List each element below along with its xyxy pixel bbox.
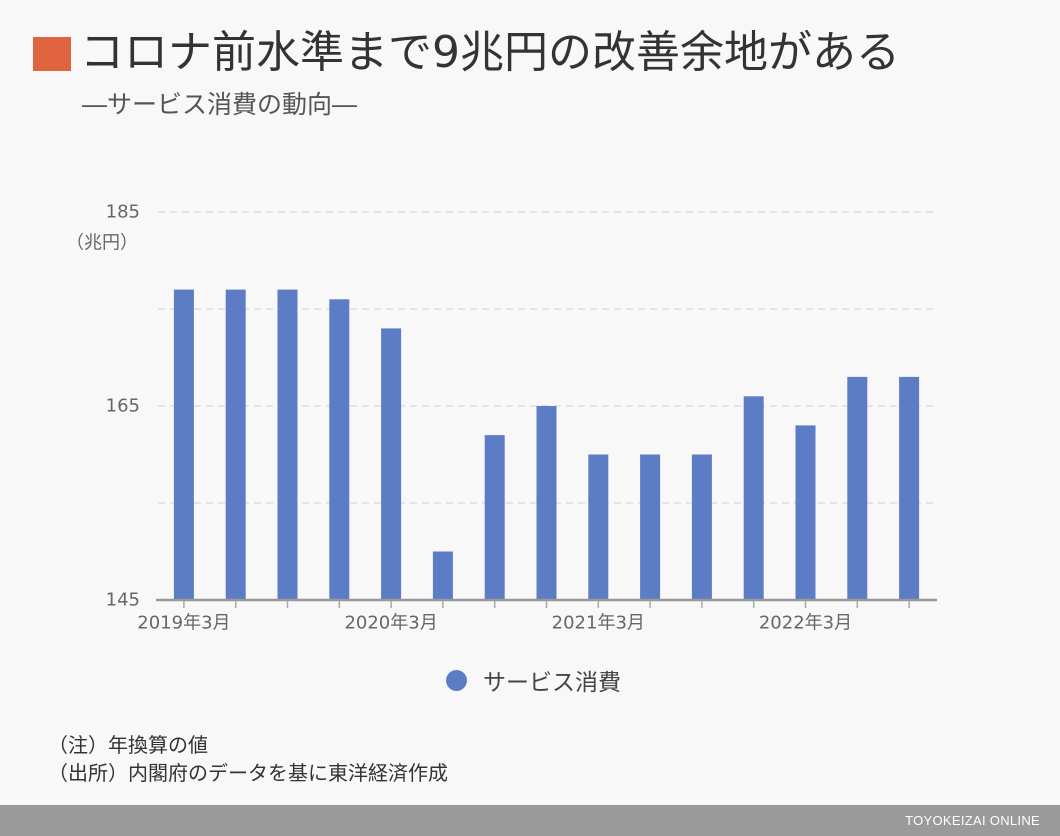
bar-12 <box>743 396 764 600</box>
x-tick-label: 2019年3月 <box>137 613 230 634</box>
legend-marker-icon <box>446 669 467 691</box>
bar-3 <box>277 289 298 600</box>
bar-13 <box>795 425 816 600</box>
bar-2 <box>225 289 246 600</box>
bar-6 <box>432 551 453 600</box>
bar-7 <box>484 435 505 600</box>
x-tick-label: 2021年3月 <box>552 613 645 634</box>
y-tick-label: 165 <box>106 396 140 417</box>
notes: （注）年換算の値 （出所）内閣府のデータを基に東洋経済作成 <box>48 731 448 787</box>
bar-chart: 145 165 185 （兆円） 2019年3月 2020年3月 2021年3月 2022年3… <box>66 202 937 634</box>
bar-9 <box>588 454 609 600</box>
y-tick-label: 145 <box>106 590 140 611</box>
note-text: （注）年換算の値 <box>48 733 208 757</box>
bar-4 <box>329 299 350 600</box>
legend-label: サービス消費 <box>483 670 621 696</box>
chart-legend: サービス消費 <box>446 665 621 696</box>
source-text: （出所）内閣府のデータを基に東洋経済作成 <box>48 761 448 785</box>
bar-5 <box>381 328 402 600</box>
y-axis-unit: （兆円） <box>66 233 138 254</box>
bar-1 <box>173 289 194 600</box>
footer-brand: TOYOKEIZAI ONLINE <box>905 813 1040 828</box>
y-tick-label: 185 <box>106 202 140 223</box>
bar-14 <box>847 376 868 600</box>
page-title: コロナ前水準まで9兆円の改善余地がある <box>80 27 900 78</box>
bar-15 <box>899 376 920 600</box>
page-subtitle: ―サービス消費の動向― <box>82 90 358 119</box>
footer-bar: TOYOKEIZAI ONLINE <box>0 805 1060 836</box>
bar-11 <box>691 454 712 600</box>
title-marker-icon <box>33 37 71 71</box>
bar-10 <box>640 454 661 600</box>
bar-8 <box>536 406 557 600</box>
x-tick-label: 2020年3月 <box>344 613 437 634</box>
x-tick-label: 2022年3月 <box>759 613 852 634</box>
